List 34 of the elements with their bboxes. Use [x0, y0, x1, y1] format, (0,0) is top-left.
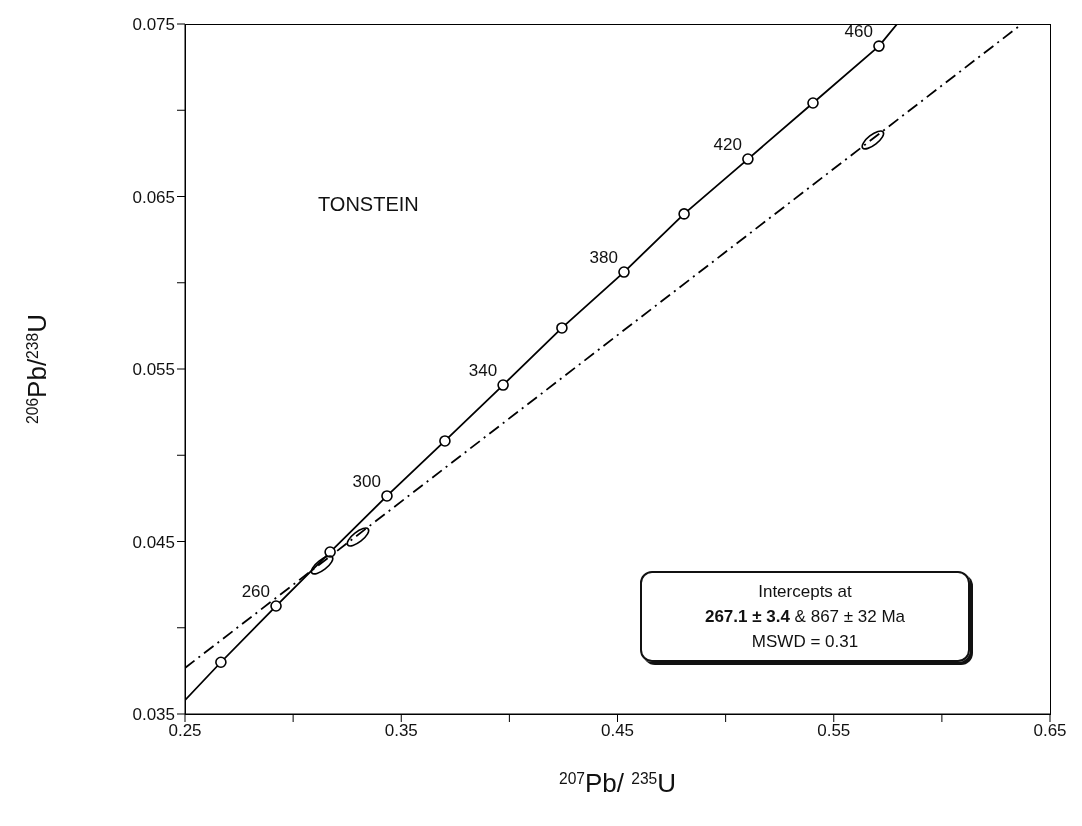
- point: [807, 97, 819, 109]
- annotation: 380: [589, 248, 618, 268]
- annotation: 300: [352, 471, 381, 491]
- annotation: 340: [468, 361, 498, 381]
- x-tick-label: 0.35: [384, 721, 418, 741]
- x-tick-label: 0.45: [600, 721, 635, 741]
- annotation: 460: [844, 22, 873, 42]
- point: [310, 555, 334, 575]
- annotation: Intercepts at: [757, 581, 853, 603]
- point: [439, 435, 451, 447]
- point: [215, 656, 227, 669]
- x-tick-label: 0.55: [817, 721, 851, 741]
- x-axis-title: $^{207}$Pb/ $^{235}$U: [558, 768, 677, 798]
- y-tick-label: 0.045: [132, 532, 175, 552]
- point: [873, 40, 885, 52]
- x-tick-label: 0.65: [1033, 721, 1067, 741]
- annotation: 267.1 ± 3.4: [704, 607, 790, 626]
- point: [556, 322, 568, 334]
- point: [497, 379, 509, 391]
- y-tick-label: 0.065: [132, 187, 175, 207]
- point: [346, 527, 370, 547]
- y-tick-label: 0.055: [132, 360, 175, 380]
- point: [381, 490, 393, 502]
- point: [742, 153, 754, 165]
- annotation: 420: [713, 135, 742, 155]
- point: [618, 266, 630, 278]
- annotation: TONSTEIN: [318, 193, 419, 216]
- point: [861, 130, 885, 150]
- point: [678, 208, 690, 220]
- point: [270, 600, 282, 612]
- annotation: MSWD = 0.31: [750, 631, 860, 653]
- annotation: & 867 ± 32 Ma: [794, 607, 906, 626]
- y-tick-label: 0.075: [132, 15, 175, 35]
- annotation: 260: [241, 582, 271, 602]
